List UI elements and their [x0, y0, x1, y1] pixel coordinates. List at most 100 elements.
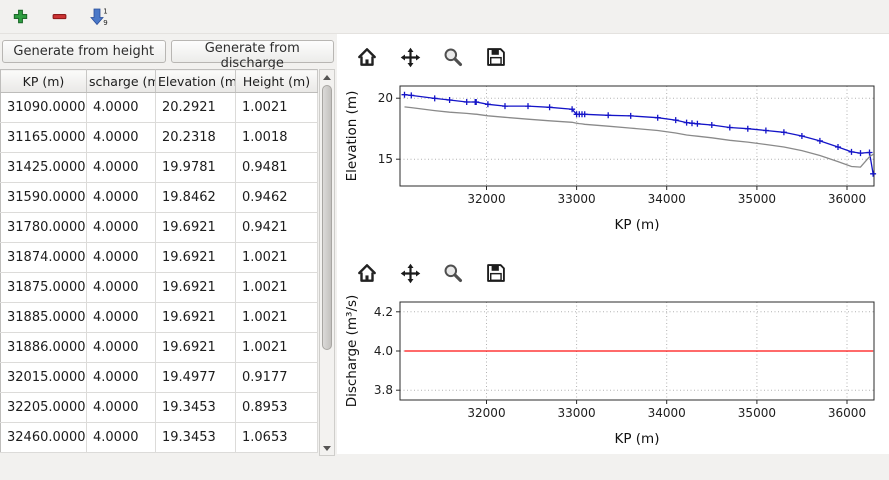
table-row[interactable]: 31886.0000 4.0000 19.6921 1.0021 — [0, 332, 318, 363]
table-cell[interactable]: 0.8953 — [235, 392, 318, 423]
table-cell[interactable]: 4.0000 — [86, 122, 156, 153]
table-row[interactable]: 31165.0000 4.0000 20.2318 1.0018 — [0, 122, 318, 153]
table-cell[interactable]: 19.4977 — [155, 362, 236, 393]
table-row[interactable]: 31590.0000 4.0000 19.8462 0.9462 — [0, 182, 318, 213]
remove-row-button[interactable] — [49, 6, 70, 27]
zoom-button[interactable] — [439, 259, 467, 287]
table-cell[interactable]: 4.0000 — [86, 182, 156, 213]
col-header-kp[interactable]: KP (m) — [0, 69, 87, 93]
table-cell[interactable]: 4.0000 — [86, 332, 156, 363]
table-cell[interactable]: 20.2921 — [155, 92, 236, 123]
table-cell[interactable]: 31165.0000 — [0, 122, 87, 153]
table-cell[interactable]: 4.0000 — [86, 92, 156, 123]
pan-icon — [400, 263, 420, 283]
table-cell[interactable]: 31875.0000 — [0, 272, 87, 303]
table-cell[interactable]: 4.0000 — [86, 152, 156, 183]
generate-buttons-row: Generate from height Generate from disch… — [0, 34, 337, 71]
svg-text:KP (m): KP (m) — [615, 431, 660, 447]
svg-text:9: 9 — [103, 19, 107, 26]
save-button[interactable] — [482, 43, 510, 71]
table-cell[interactable]: 32205.0000 — [0, 392, 87, 423]
table-cell[interactable]: 4.0000 — [86, 242, 156, 273]
home-button[interactable] — [353, 43, 381, 71]
table-cell[interactable]: 31885.0000 — [0, 302, 87, 333]
table-row[interactable]: 31885.0000 4.0000 19.6921 1.0021 — [0, 302, 318, 333]
table-cell[interactable]: 1.0018 — [235, 122, 318, 153]
arrow-up-icon — [323, 74, 331, 80]
table-cell[interactable]: 19.6921 — [155, 332, 236, 363]
scroll-up-button[interactable] — [320, 70, 334, 84]
table-cell[interactable]: 19.6921 — [155, 242, 236, 273]
table-cell[interactable]: 0.9462 — [235, 182, 318, 213]
table-cell[interactable]: 4.0000 — [86, 272, 156, 303]
table-cell[interactable]: 19.9781 — [155, 152, 236, 183]
generate-from-height-button[interactable]: Generate from height — [2, 40, 166, 63]
elevation-chart-toolbar — [343, 38, 889, 76]
table-cell[interactable]: 31090.0000 — [0, 92, 87, 123]
home-button[interactable] — [353, 259, 381, 287]
table-cell[interactable]: 19.3453 — [155, 392, 236, 423]
table-cell[interactable]: 19.6921 — [155, 272, 236, 303]
generate-from-discharge-button[interactable]: Generate from discharge — [170, 40, 334, 71]
table-cell[interactable]: 1.0021 — [235, 92, 318, 123]
zoom-icon — [444, 264, 463, 283]
minus-icon — [52, 14, 67, 20]
scrollbar-thumb[interactable] — [322, 85, 332, 350]
zoom-icon — [444, 48, 463, 67]
elevation-chart[interactable]: 32000 33000 34000 35000 36000 15 20 KP (m) Eleva… — [343, 76, 883, 236]
svg-text:15: 15 — [378, 152, 393, 166]
table-row[interactable]: 31780.0000 4.0000 19.6921 0.9421 — [0, 212, 318, 243]
table-cell[interactable]: 0.9481 — [235, 152, 318, 183]
table-cell[interactable]: 1.0021 — [235, 332, 318, 363]
table-cell[interactable]: 0.9177 — [235, 362, 318, 393]
table-cell[interactable]: 19.3453 — [155, 422, 236, 453]
table-cell[interactable]: 31590.0000 — [0, 182, 87, 213]
table-cell[interactable]: 1.0653 — [235, 422, 318, 453]
table-cell[interactable]: 4.0000 — [86, 212, 156, 243]
table-row[interactable]: 32015.0000 4.0000 19.4977 0.9177 — [0, 362, 318, 393]
pan-button[interactable] — [396, 259, 424, 287]
table-cell[interactable]: 4.0000 — [86, 302, 156, 333]
table-cell[interactable]: 32015.0000 — [0, 362, 87, 393]
pan-button[interactable] — [396, 43, 424, 71]
add-row-button[interactable] — [10, 6, 31, 27]
main-toolbar: 1 9 — [0, 0, 889, 34]
table-cell[interactable]: 1.0021 — [235, 302, 318, 333]
svg-text:32000: 32000 — [467, 192, 505, 206]
table-cell[interactable]: 4.0000 — [86, 362, 156, 393]
table-cell[interactable]: 1.0021 — [235, 242, 318, 273]
table-row[interactable]: 31425.0000 4.0000 19.9781 0.9481 — [0, 152, 318, 183]
zoom-button[interactable] — [439, 43, 467, 71]
table-cell[interactable]: 19.8462 — [155, 182, 236, 213]
table-cell[interactable]: 0.9421 — [235, 212, 318, 243]
table-scrollbar[interactable] — [319, 69, 335, 456]
save-button[interactable] — [482, 259, 510, 287]
col-header-elevation[interactable]: Elevation (m) — [155, 69, 236, 93]
table-cell[interactable]: 4.0000 — [86, 392, 156, 423]
table-row[interactable]: 31874.0000 4.0000 19.6921 1.0021 — [0, 242, 318, 273]
table-row[interactable]: 32205.0000 4.0000 19.3453 0.8953 — [0, 392, 318, 423]
scroll-down-button[interactable] — [320, 441, 334, 455]
table-cell[interactable]: 31780.0000 — [0, 212, 87, 243]
table-cell[interactable]: 31886.0000 — [0, 332, 87, 363]
svg-text:35000: 35000 — [738, 406, 776, 420]
col-header-height[interactable]: Height (m) — [235, 69, 318, 93]
table-cell[interactable]: 4.0000 — [86, 422, 156, 453]
left-panel: Generate from height Generate from disch… — [0, 34, 337, 480]
table-cell[interactable]: 1.0021 — [235, 272, 318, 303]
svg-text:4.2: 4.2 — [374, 305, 393, 319]
arrow-down-icon — [323, 445, 331, 451]
table-cell[interactable]: 31425.0000 — [0, 152, 87, 183]
sort-button[interactable]: 1 9 — [88, 5, 110, 28]
table-cell[interactable]: 20.2318 — [155, 122, 236, 153]
discharge-chart[interactable]: 32000 33000 34000 35000 36000 3.8 4.0 4.2 KP (m)… — [343, 292, 883, 450]
table-cell[interactable]: 31874.0000 — [0, 242, 87, 273]
table-cell[interactable]: 19.6921 — [155, 212, 236, 243]
col-header-discharge[interactable]: scharge (m³ — [86, 69, 156, 93]
table-row[interactable]: 31090.0000 4.0000 20.2921 1.0021 — [0, 92, 318, 123]
table-cell[interactable]: 32460.0000 — [0, 422, 87, 453]
table-row[interactable]: 32460.0000 4.0000 19.3453 1.0653 — [0, 422, 318, 453]
table-cell[interactable]: 19.6921 — [155, 302, 236, 333]
table-row[interactable]: 31875.0000 4.0000 19.6921 1.0021 — [0, 272, 318, 303]
svg-text:34000: 34000 — [648, 192, 686, 206]
